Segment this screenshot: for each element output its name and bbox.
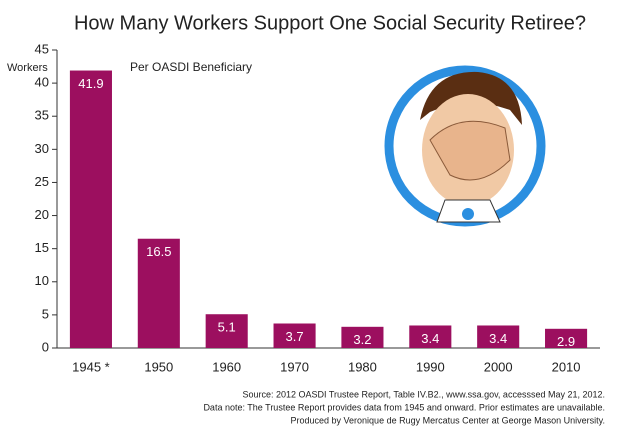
bar — [341, 326, 384, 348]
y-tick-label: 25 — [35, 174, 49, 189]
facepalm-illustration — [384, 65, 546, 227]
x-tick-label: 1945 * — [72, 359, 110, 374]
annotation: Per OASDI Beneficiary — [130, 60, 252, 74]
value-label: 3.4 — [421, 331, 439, 346]
y-tick-label: 40 — [35, 75, 49, 90]
x-tick-label: 1970 — [280, 359, 309, 374]
y-tick-label: 10 — [35, 273, 49, 288]
source-note: Produced by Veronique de Rugy Mercatus C… — [291, 415, 606, 425]
y-tick-label: 45 — [35, 41, 49, 56]
value-label: 3.7 — [286, 329, 304, 344]
x-tick-label: 2010 — [552, 359, 581, 374]
y-tick-label: 20 — [35, 207, 49, 222]
chart-title: How Many Workers Support One Social Secu… — [74, 12, 586, 34]
y-axis-label: Workers — [7, 62, 48, 74]
bar — [545, 328, 588, 348]
x-tick-label: 1990 — [416, 359, 445, 374]
value-label: 41.9 — [78, 76, 103, 91]
value-label: 3.2 — [353, 332, 371, 347]
x-tick-label: 1950 — [144, 359, 173, 374]
bar — [477, 325, 520, 348]
y-tick-label: 5 — [42, 306, 49, 321]
bar — [409, 325, 452, 348]
x-tick-label: 2000 — [484, 359, 513, 374]
bar — [205, 314, 248, 348]
x-tick-label: 1980 — [348, 359, 377, 374]
source-note: Source: 2012 OASDI Trustee Report, Table… — [242, 389, 605, 399]
y-tick-label: 35 — [35, 108, 49, 123]
bar — [69, 70, 112, 348]
value-label: 5.1 — [218, 320, 236, 335]
y-tick-label: 30 — [35, 141, 49, 156]
value-label: 3.4 — [489, 331, 507, 346]
bar — [273, 323, 316, 348]
value-label: 16.5 — [146, 244, 171, 259]
value-label: 2.9 — [557, 334, 575, 349]
y-tick-label: 0 — [42, 339, 49, 354]
source-note: Data note: The Trustee Report provides d… — [203, 402, 605, 412]
bar — [137, 238, 180, 348]
y-tick-label: 15 — [35, 240, 49, 255]
x-tick-label: 1960 — [212, 359, 241, 374]
